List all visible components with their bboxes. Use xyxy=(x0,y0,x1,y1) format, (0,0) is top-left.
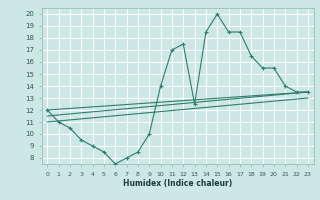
X-axis label: Humidex (Indice chaleur): Humidex (Indice chaleur) xyxy=(123,179,232,188)
